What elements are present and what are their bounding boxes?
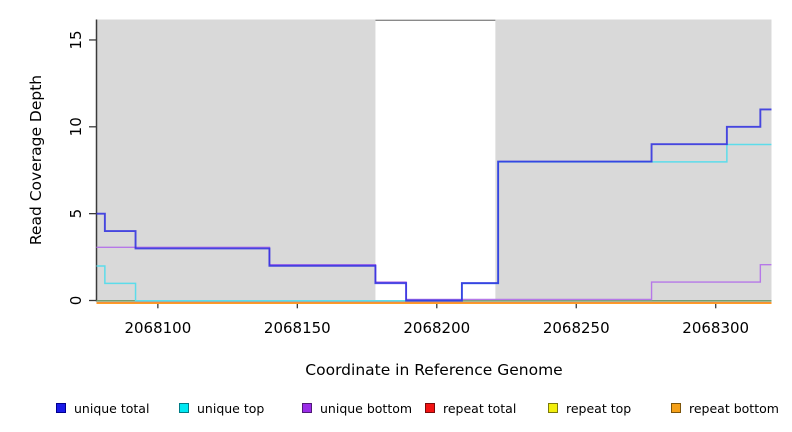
y-tick-label: 15 [67,30,85,49]
y-axis-title: Read Coverage Depth [27,74,45,246]
y-tick-label: 5 [67,209,85,219]
shaded-region [96,19,376,301]
unique-total-swatch-icon [56,403,66,413]
repeat-top-swatch-icon [548,403,558,413]
repeat-total-swatch-icon [425,403,435,413]
y-tick-label: 0 [67,296,85,306]
legend-item-unique-top: unique top [179,401,302,416]
legend-label: unique bottom [320,400,413,416]
legend-label: repeat top [566,400,632,416]
repeat-bottom-swatch-icon [671,403,681,413]
legend-label: repeat bottom [689,400,779,416]
x-axis-title: Coordinate in Reference Genome [305,361,563,379]
series-line-unique-total [96,108,772,302]
legend-item-repeat-bottom: repeat bottom [671,401,792,416]
legend-item-unique-total: unique total [56,401,179,416]
x-tick-label: 2068200 [403,319,470,337]
legend-item-repeat-top: repeat top [548,401,671,416]
unique-bottom-swatch-icon [302,403,312,413]
shaded-region [495,19,772,301]
legend: unique total unique top unique bottom re… [56,398,792,418]
legend-label: unique total [74,400,150,416]
unique-top-swatch-icon [179,403,189,413]
legend-item-unique-bottom: unique bottom [302,401,425,416]
x-tick-label: 2068250 [543,319,610,337]
x-tick-label: 2068100 [124,319,191,337]
legend-item-repeat-total: repeat total [425,401,548,416]
legend-label: unique top [197,400,265,416]
legend-label: repeat total [443,400,517,416]
x-tick-label: 2068300 [682,319,749,337]
y-tick-label: 10 [67,117,85,136]
x-tick-label: 2068150 [264,319,331,337]
coverage-plot-canvas: 2068100 2068150 2068200 2068250 2068300 0 5 10 1… [67,19,772,337]
